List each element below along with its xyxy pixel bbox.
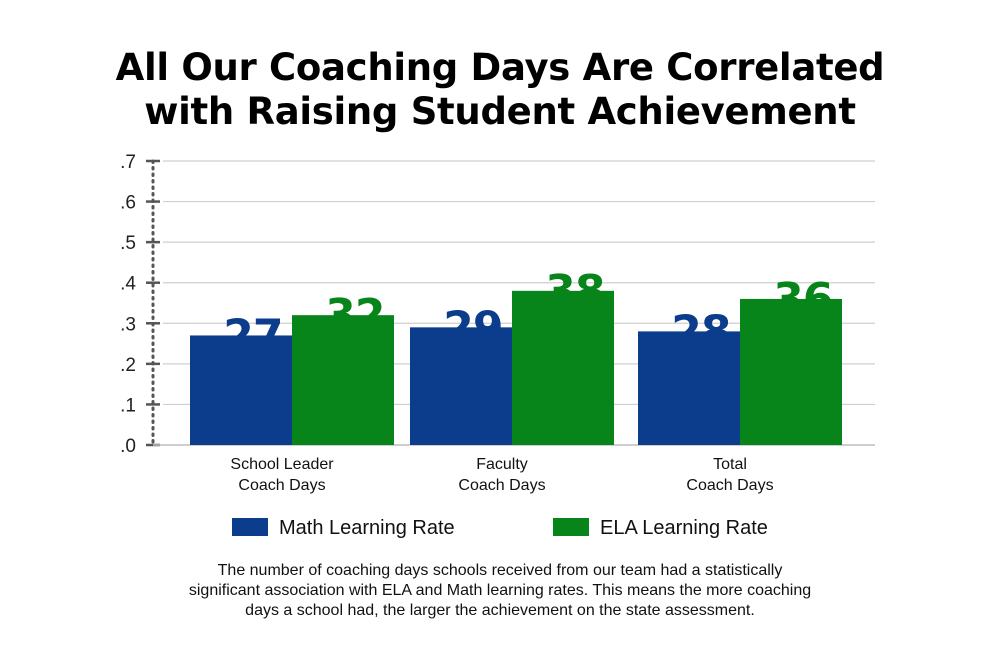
data-label: .38: [530, 266, 605, 317]
y-tick-label: .0: [120, 436, 136, 457]
legend-swatch: [232, 518, 268, 536]
bar: [410, 327, 512, 445]
bar: [190, 335, 292, 445]
legend-label: ELA Learning Rate: [600, 517, 768, 539]
x-category-label: Coach Days: [686, 477, 773, 494]
bar: [740, 298, 842, 445]
caption-line-3: days a school had, the larger the achiev…: [245, 602, 755, 619]
x-category-label: Total: [713, 456, 747, 473]
y-tick-label: .7: [120, 152, 136, 173]
data-label: .28: [656, 306, 731, 357]
legend-swatch: [553, 518, 589, 536]
chart-caption: The number of coaching days schools rece…: [140, 561, 860, 621]
data-label: .29: [428, 302, 503, 353]
title-line-2: with Raising Student Achievement: [144, 90, 856, 133]
bar: [512, 290, 614, 445]
y-tick-label: .1: [120, 395, 136, 416]
caption-line-1: The number of coaching days schools rece…: [217, 562, 783, 579]
data-label: .32: [310, 290, 385, 341]
legend-label: Math Learning Rate: [279, 517, 455, 539]
bar: [638, 331, 740, 445]
data-label: .36: [758, 274, 833, 325]
chart-title: All Our Coaching Days Are Correlated wit…: [0, 46, 1000, 134]
data-label: .27: [208, 310, 283, 361]
y-tick-label: .5: [120, 233, 136, 254]
title-line-1: All Our Coaching Days Are Correlated: [115, 46, 885, 89]
y-tick-label: .4: [120, 274, 136, 295]
y-tick-label: .6: [120, 193, 136, 214]
y-tick-label: .2: [120, 355, 136, 376]
y-tick-label: .3: [120, 314, 136, 335]
x-category-label: School Leader: [230, 456, 334, 473]
x-category-label: Coach Days: [238, 477, 325, 494]
x-category-label: Coach Days: [458, 477, 545, 494]
bar: [292, 315, 394, 445]
x-category-label: Faculty: [476, 456, 528, 473]
caption-line-2: significant association with ELA and Mat…: [188, 582, 812, 599]
